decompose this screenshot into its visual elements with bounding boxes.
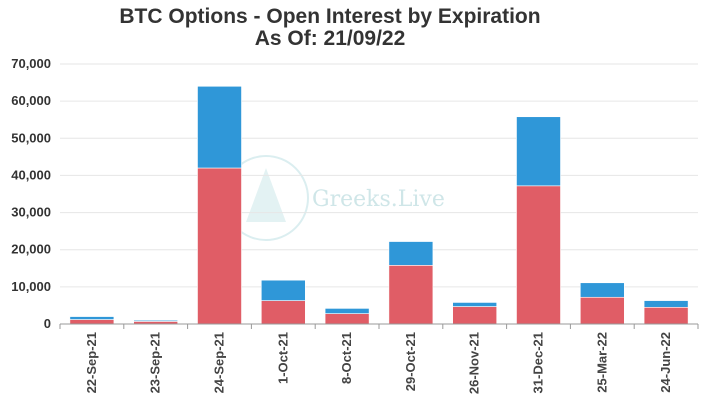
watermark-text: Greeks.Live: [312, 187, 445, 212]
y-tick-label: 70,000: [11, 56, 51, 71]
bar-segment-series-1: [69, 319, 115, 325]
bar-segment-series-1: [643, 306, 689, 325]
x-tick-label: 29-Oct-21: [403, 332, 418, 391]
bar-segment-series-1: [579, 296, 625, 325]
axes: 0 10,000 20,000 30,000 40,000 50,000 60,000 70,…: [11, 56, 699, 394]
y-tick-label: 10,000: [11, 279, 51, 294]
x-tick-label: 1-Oct-21: [275, 332, 290, 384]
bar-segment-series-1: [260, 300, 306, 325]
bars: [69, 85, 689, 325]
y-tick-label: 50,000: [11, 130, 51, 145]
x-tick-label: 31-Dec-21: [531, 332, 546, 393]
bar-segment-series-2: [69, 316, 115, 320]
watermark: Greeks.Live: [223, 155, 445, 241]
bar-segment-series-1: [516, 185, 561, 325]
y-tick-label: 0: [44, 316, 51, 331]
x-tick-label: 26-Nov-21: [467, 332, 482, 394]
bar-segment-series-2: [260, 279, 306, 301]
bar-segment-series-2: [324, 308, 370, 314]
bar-segment-series-2: [579, 282, 625, 298]
x-tick-label: 24-Sep-21: [212, 332, 227, 393]
bar-segment-series-1: [388, 265, 434, 325]
bar-segment-series-1: [452, 306, 498, 325]
y-tick-label: 30,000: [11, 205, 51, 220]
bar-segment-series-2: [197, 85, 242, 169]
bar-segment-series-2: [452, 302, 498, 307]
x-tick-label: 24-Jun-22: [658, 332, 673, 393]
y-tick-label: 60,000: [11, 93, 51, 108]
x-tick-label: 22-Sep-21: [84, 332, 99, 393]
bar-segment-series-1: [197, 167, 242, 325]
bar-segment-series-2: [643, 300, 689, 308]
y-tick-label: 40,000: [11, 167, 51, 182]
bar-segment-series-2: [516, 116, 561, 187]
x-tick-label: 8-Oct-21: [339, 332, 354, 384]
bar-segment-series-1: [324, 313, 370, 325]
x-tick-label: 25-Mar-22: [594, 332, 609, 393]
grid: [60, 63, 698, 288]
bar-segment-series-2: [388, 241, 434, 266]
bar-segment-series-2: [133, 319, 179, 322]
y-tick-label: 20,000: [11, 242, 51, 257]
chart-title: BTC Options - Open Interest by Expiratio…: [119, 5, 541, 28]
chart-subtitle: As Of: 21/09/22: [254, 27, 406, 50]
x-tick-label: 23-Sep-21: [148, 332, 163, 393]
